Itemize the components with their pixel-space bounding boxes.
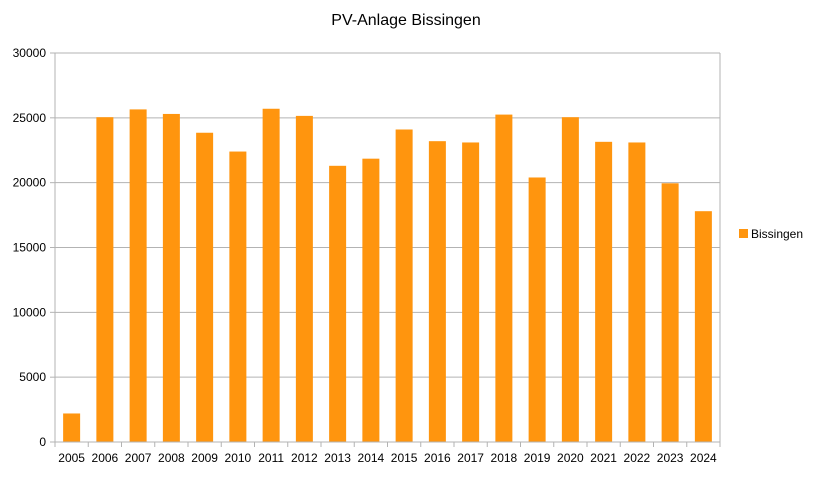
x-tick-label: 2023 — [657, 451, 684, 465]
y-tick-label: 20000 — [13, 176, 47, 190]
bar-2019 — [528, 177, 546, 443]
y-tick-label: 10000 — [13, 305, 47, 319]
x-tick-label: 2024 — [690, 451, 717, 465]
bar-2012 — [295, 115, 313, 442]
y-tick-label: 15000 — [13, 241, 47, 255]
x-tick-label: 2006 — [92, 451, 119, 465]
x-tick-label: 2015 — [391, 451, 418, 465]
x-axis: 2005 2006 2007 2008 2009 2010 2011 2012 2013 2014… — [54, 441, 721, 465]
bar-2008 — [162, 113, 180, 443]
x-tick-label: 2010 — [225, 451, 252, 465]
legend-swatch-bissingen — [739, 229, 748, 238]
bar-series — [63, 108, 712, 443]
y-tick-label: 0 — [39, 435, 46, 449]
bar-2006 — [96, 117, 114, 442]
x-tick-label: 2018 — [491, 451, 518, 465]
x-tick-label: 2017 — [457, 451, 484, 465]
bar-2007 — [129, 109, 147, 442]
bar-2016 — [428, 141, 446, 442]
y-tick-label: 5000 — [19, 370, 46, 384]
bar-2013 — [329, 165, 347, 442]
x-tick-label: 2009 — [191, 451, 218, 465]
x-tick-label: 2016 — [424, 451, 451, 465]
x-tick-label: 2022 — [624, 451, 651, 465]
bar-2010 — [229, 151, 247, 442]
y-axis: 0 5000 10000 15000 20000 25000 30000 — [13, 46, 56, 449]
bar-2020 — [561, 117, 579, 442]
x-tick-label: 2011 — [258, 451, 284, 465]
bar-2023 — [661, 183, 679, 442]
bar-2024 — [694, 211, 712, 442]
x-tick-label: 2020 — [557, 451, 584, 465]
legend-label-bissingen: Bissingen — [751, 227, 803, 241]
bar-2014 — [362, 158, 380, 442]
x-tick-label: 2007 — [125, 451, 152, 465]
x-tick-label: 2014 — [358, 451, 385, 465]
chart-title: PV-Anlage Bissingen — [331, 12, 480, 29]
x-tick-label: 2012 — [291, 451, 318, 465]
x-tick-label: 2021 — [590, 451, 617, 465]
bar-2015 — [395, 129, 413, 442]
bar-2011 — [262, 108, 280, 443]
y-tick-label: 25000 — [13, 111, 47, 125]
gridlines — [55, 52, 721, 443]
x-tick-label: 2019 — [524, 451, 551, 465]
x-tick-label: 2008 — [158, 451, 185, 465]
bar-2022 — [628, 142, 646, 442]
y-tick-label: 30000 — [13, 46, 47, 60]
bar-2017 — [462, 142, 480, 442]
legend: Bissingen — [739, 227, 803, 241]
bar-2021 — [595, 141, 613, 443]
bar-2009 — [196, 132, 214, 442]
bar-2018 — [495, 114, 513, 442]
x-tick-label: 2013 — [324, 451, 351, 465]
x-tick-label: 2005 — [58, 451, 85, 465]
bar-2005 — [63, 413, 81, 442]
